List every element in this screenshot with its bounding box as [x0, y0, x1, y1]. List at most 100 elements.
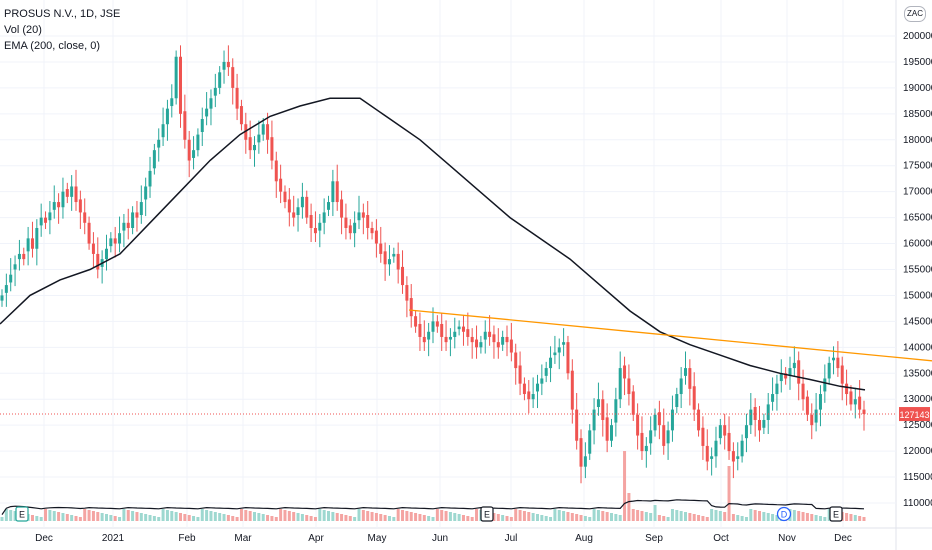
- candle-body: [492, 334, 496, 343]
- volume-bar: [118, 517, 122, 521]
- candle-body: [340, 199, 344, 218]
- volume-bar: [361, 510, 365, 521]
- candle-body: [348, 225, 352, 234]
- candle-body: [836, 357, 840, 369]
- legend-symbol[interactable]: PROSUS N.V., 1D, JSE: [4, 8, 121, 20]
- volume-bar: [170, 511, 174, 521]
- volume-bar: [649, 513, 653, 521]
- candle-body: [805, 396, 809, 415]
- candle-body: [61, 191, 65, 208]
- candle-body: [52, 202, 56, 210]
- candle-body: [653, 414, 657, 431]
- volume-bar: [684, 512, 688, 521]
- candle-body: [557, 347, 561, 353]
- candle-body: [157, 139, 161, 148]
- volume-bar: [213, 512, 217, 521]
- price-axis[interactable]: 110000 115000 120000 125000 130000 135000 1400…: [903, 31, 932, 509]
- candle-body: [218, 72, 222, 88]
- candle-body: [357, 212, 361, 221]
- candle-body: [427, 331, 431, 340]
- candle-body: [553, 352, 557, 356]
- candle-body: [353, 222, 357, 234]
- candle-body: [705, 445, 709, 462]
- y-tick-label-6: 140000: [903, 342, 932, 353]
- volume-bar: [714, 510, 718, 521]
- event-marker-e-1[interactable]: E: [480, 506, 494, 522]
- volume-bar: [235, 517, 239, 521]
- volume-bar: [414, 513, 418, 521]
- candle-body: [118, 233, 122, 244]
- candle-body: [540, 378, 544, 384]
- volume-bar: [627, 493, 631, 521]
- event-marker-e-0[interactable]: E: [15, 506, 29, 522]
- volume-bar: [823, 517, 827, 521]
- candle-body: [509, 339, 513, 353]
- volume-bar: [244, 510, 248, 521]
- candle-body: [605, 417, 609, 441]
- volume-bar: [113, 516, 117, 521]
- candle-body: [174, 56, 178, 99]
- volume-bar: [431, 517, 435, 521]
- volume-bar: [157, 517, 161, 521]
- candle-body: [183, 111, 187, 140]
- volume-bar: [370, 512, 374, 521]
- candle-body: [96, 253, 100, 270]
- legend-volume[interactable]: Vol (20): [4, 24, 42, 36]
- time-axis[interactable]: Dec 2021 Feb Mar Apr May Jun Jul Aug Sep Oct Nov Dec: [35, 533, 852, 544]
- volume-bar: [0, 517, 4, 521]
- candle-body: [662, 425, 666, 446]
- candle-body: [609, 425, 613, 441]
- currency-badge[interactable]: ZAC: [904, 6, 926, 22]
- volume-bar: [287, 511, 291, 521]
- candle-body: [35, 227, 39, 249]
- candle-body: [501, 336, 505, 345]
- candle-body: [270, 137, 274, 161]
- volume-bar: [475, 509, 479, 521]
- volume-bar: [30, 515, 34, 521]
- y-tick-label-18: 200000: [903, 31, 932, 42]
- volume-bar: [818, 516, 822, 521]
- candle-body: [488, 331, 492, 337]
- volume-bar: [775, 515, 779, 521]
- candle-body: [205, 108, 209, 117]
- volume-bar: [670, 509, 674, 521]
- volume-bar: [57, 512, 61, 521]
- candle-body: [335, 181, 339, 203]
- volume-bar: [379, 514, 383, 521]
- candle-body: [448, 336, 452, 340]
- candle-body: [274, 160, 278, 182]
- event-marker-e-3[interactable]: E: [829, 506, 843, 522]
- candle-body: [4, 285, 8, 293]
- event-marker-d-2[interactable]: D: [776, 506, 792, 522]
- candle-body: [758, 419, 762, 431]
- legend-ema[interactable]: EMA (200, close, 0): [4, 40, 100, 52]
- y-tick-label-3: 125000: [903, 420, 932, 431]
- volume-bar: [318, 509, 322, 521]
- volume-bar: [131, 511, 135, 521]
- volume-bar: [374, 513, 378, 521]
- candle-body: [832, 357, 836, 361]
- event-marker-label: E: [484, 510, 490, 520]
- candle-body: [253, 144, 257, 151]
- volume-bar: [601, 511, 605, 521]
- volume-bar: [762, 512, 766, 521]
- volume-bar: [697, 515, 701, 521]
- candle-body: [684, 368, 688, 376]
- candle-body: [744, 425, 748, 439]
- volume-bar: [710, 509, 714, 521]
- volume-bar: [65, 514, 69, 521]
- volume-bar: [226, 515, 230, 521]
- volume-bar: [357, 509, 361, 521]
- x-tick-label-2: Feb: [178, 533, 196, 544]
- candle-body: [771, 394, 775, 402]
- candle-body: [444, 336, 448, 343]
- candle-body: [636, 414, 640, 436]
- volume-bar: [805, 513, 809, 521]
- volume-bar: [435, 509, 439, 521]
- candle-body: [57, 202, 61, 208]
- candle-body: [845, 383, 849, 395]
- volume-bar: [448, 512, 452, 521]
- x-tick-label-6: Jun: [432, 533, 448, 544]
